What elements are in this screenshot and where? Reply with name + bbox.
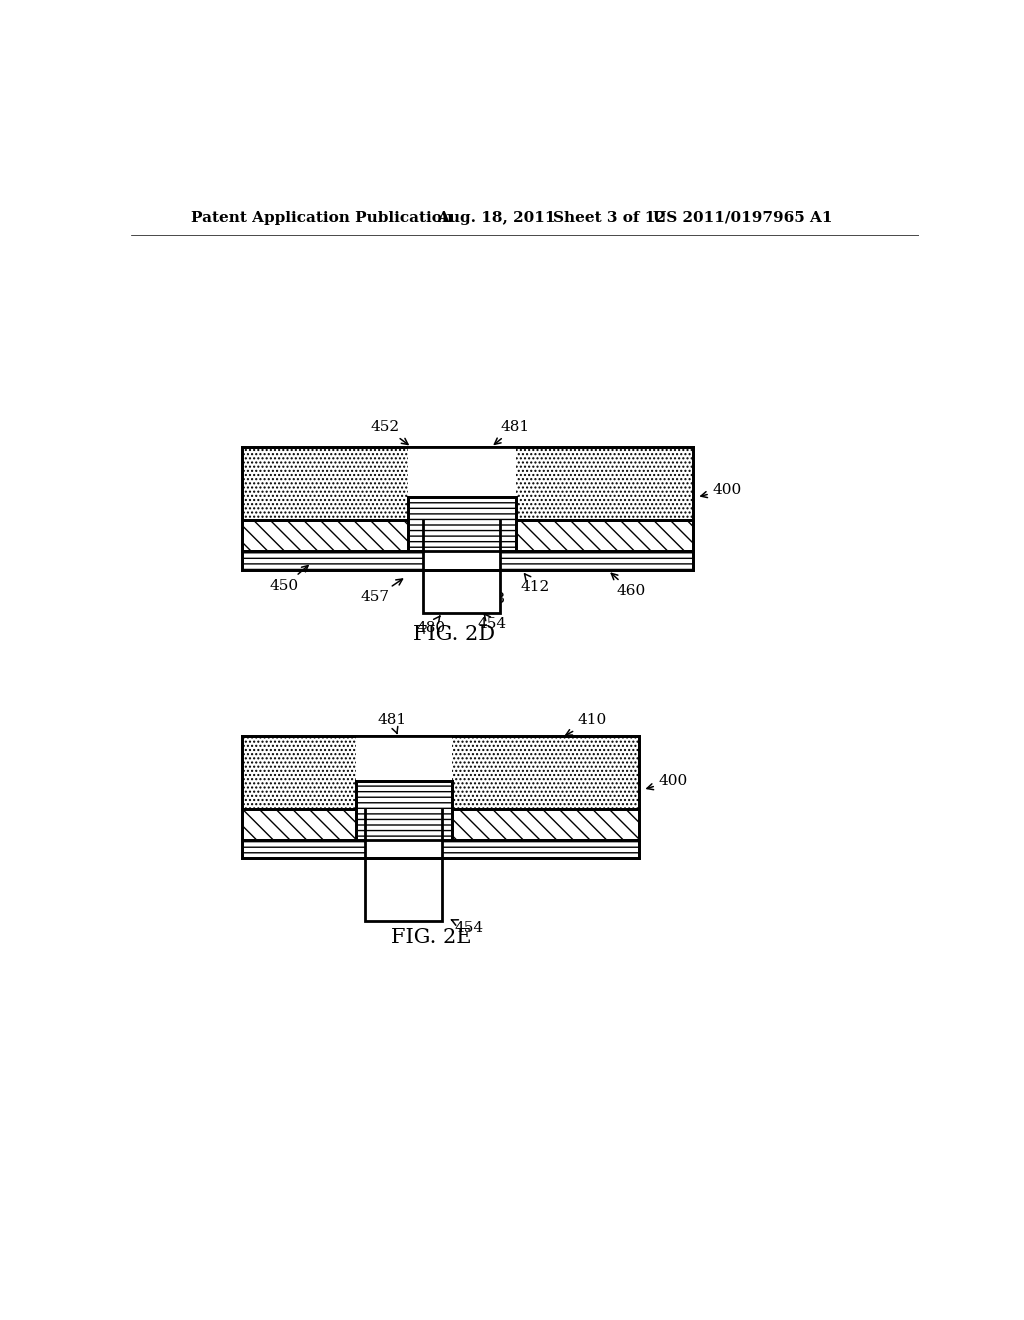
- Text: 481: 481: [495, 420, 530, 445]
- Bar: [356, 780, 453, 840]
- Text: US 2011/0197965 A1: US 2011/0197965 A1: [652, 211, 833, 224]
- Text: FIG. 2D: FIG. 2D: [413, 624, 495, 644]
- Text: Sheet 3 of 12: Sheet 3 of 12: [553, 211, 666, 224]
- Bar: [356, 737, 453, 809]
- Text: 454: 454: [452, 920, 484, 936]
- Text: 452: 452: [370, 420, 408, 445]
- Bar: [423, 520, 500, 552]
- Bar: [423, 552, 500, 570]
- Text: 480: 480: [417, 616, 445, 635]
- Bar: [408, 498, 515, 552]
- Text: 400: 400: [700, 483, 742, 498]
- Text: 400: 400: [647, 774, 688, 789]
- Text: Aug. 18, 2011: Aug. 18, 2011: [437, 211, 555, 224]
- Bar: [243, 840, 639, 858]
- Text: 457: 457: [360, 579, 402, 605]
- Text: Patent Application Publication: Patent Application Publication: [190, 211, 453, 224]
- Bar: [243, 520, 692, 552]
- Bar: [243, 809, 639, 840]
- Text: FIG. 2E: FIG. 2E: [390, 928, 471, 948]
- Bar: [423, 570, 500, 612]
- Text: 412: 412: [520, 574, 550, 594]
- Text: 481: 481: [378, 714, 407, 734]
- Bar: [243, 552, 692, 570]
- Bar: [408, 447, 515, 520]
- Text: 454: 454: [478, 614, 507, 631]
- Text: 450: 450: [270, 565, 308, 593]
- Bar: [366, 858, 442, 921]
- Text: 458: 458: [476, 585, 506, 606]
- Bar: [243, 737, 639, 809]
- Bar: [366, 840, 442, 858]
- Bar: [366, 809, 442, 840]
- Text: 460: 460: [611, 573, 646, 598]
- Bar: [243, 447, 692, 520]
- Text: 410: 410: [565, 714, 607, 735]
